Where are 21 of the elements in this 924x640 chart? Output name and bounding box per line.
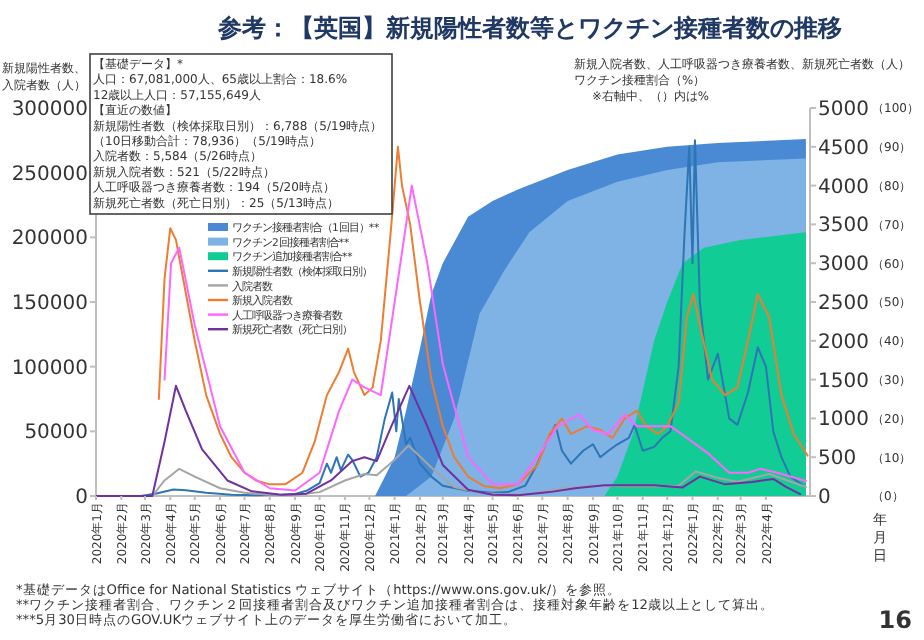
y2-tick-label: 3000 — [818, 254, 869, 277]
y2-tick-label: 0 — [818, 487, 831, 509]
y2-tick-label: 4500 — [818, 137, 869, 160]
y2-tick-label: 5000 — [818, 99, 869, 121]
y-tick-label: 150000 — [11, 293, 88, 315]
y2-tick-label: 4000 — [818, 176, 869, 199]
y-tick-label: 50000 — [24, 422, 88, 445]
y-tick-label: 100000 — [11, 357, 88, 380]
y-tick-label: 250000 — [11, 163, 88, 186]
text: 16 — [878, 606, 912, 634]
chart-title: 参考：【英国】新規陽性者数等とワクチン接種者数の推移 — [216, 14, 842, 42]
y2-tick-label: 2000 — [818, 331, 869, 354]
y-tick-label: 200000 — [11, 228, 88, 251]
y2-tick-label: 1000 — [818, 409, 869, 432]
line-series — [95, 384, 802, 497]
y2-tick-label: 500 — [818, 448, 857, 471]
y2-tick-label: 2500 — [818, 293, 869, 315]
y2-tick-label: 3500 — [818, 215, 869, 238]
y2-tick-label: 1500 — [818, 370, 869, 393]
y-tick-label: 0 — [75, 487, 88, 509]
y-tick-label: 300000 — [11, 99, 88, 121]
